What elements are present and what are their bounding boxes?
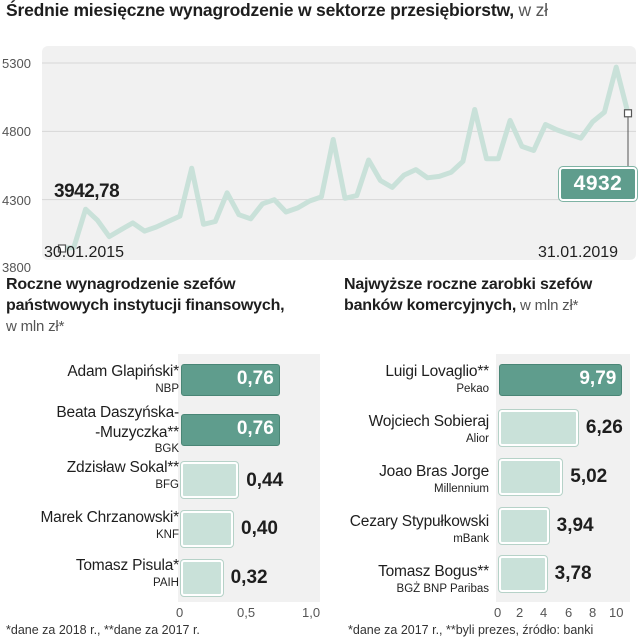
right-x-tick: 4 xyxy=(540,605,548,620)
left-bar xyxy=(181,560,223,596)
left-panel-title: Roczne wynagrodzenie szefów państwowych … xyxy=(6,274,285,337)
right-row-org: Alior xyxy=(465,433,489,445)
right-x-tick: 0 xyxy=(494,605,502,620)
right-panel-title: Najwyższe roczne zarobki szefów banków k… xyxy=(344,274,592,316)
chart-title: Średnie miesięczne wynagrodzenie w sekto… xyxy=(6,0,548,21)
right-bar xyxy=(499,364,623,396)
left-bar xyxy=(181,511,233,547)
left-bar-value: 0,44 xyxy=(246,470,284,491)
left-bar-value: 0,76 xyxy=(236,418,274,439)
left-x-tick: 1,0 xyxy=(302,605,321,620)
left-title-line1: Roczne wynagrodzenie szefów xyxy=(6,276,236,293)
line-chart-panel xyxy=(42,46,636,260)
right-bar-value: 5,02 xyxy=(570,466,608,487)
right-x-tick: 6 xyxy=(565,605,573,620)
right-row-name: Cezary Stypułkowski xyxy=(349,513,489,530)
right-bar xyxy=(499,410,578,446)
left-footnote: *dane za 2018 r., **dane za 2017 r. xyxy=(6,623,200,637)
right-row-org: Millennium xyxy=(434,483,489,495)
right-bar-value: 6,26 xyxy=(585,417,623,438)
left-row-name: Tomasz Pisula* xyxy=(75,557,179,574)
right-row-name: Luigi Lovaglio** xyxy=(385,363,489,380)
right-row-org: BGŻ BNP Paribas xyxy=(396,583,489,595)
right-row-org: mBank xyxy=(453,533,489,545)
left-row-name-cont: -Muzyczka** xyxy=(95,424,179,441)
chart-title-text: Średnie miesięczne wynagrodzenie w sekto… xyxy=(6,0,514,20)
left-bar xyxy=(181,364,280,396)
end-date-label: 31.01.2019 xyxy=(538,244,619,261)
right-title-line2: banków komercyjnych, xyxy=(344,297,517,314)
y-tick-label: 4300 xyxy=(2,193,31,208)
left-bar xyxy=(181,414,280,446)
y-tick-label: 5300 xyxy=(2,56,31,71)
right-x-tick: 2 xyxy=(516,605,524,620)
left-row-org: BGK xyxy=(154,443,179,455)
right-row-name: Joao Bras Jorge xyxy=(379,463,489,480)
left-row-org: NBP xyxy=(155,383,179,395)
chart-title-unit: w zł xyxy=(513,0,549,20)
right-bar xyxy=(499,459,563,495)
right-title-unit: w mln zł* xyxy=(516,297,579,314)
start-value-label: 3942,78 xyxy=(54,181,120,202)
right-bar xyxy=(499,556,547,592)
right-x-tick: 8 xyxy=(589,605,597,620)
left-bar-value: 0,32 xyxy=(230,567,268,588)
right-bar-value: 9,79 xyxy=(579,368,617,389)
left-row-name: Zdzisław Sokal** xyxy=(66,459,179,476)
left-x-tick: 0,5 xyxy=(237,605,256,620)
right-x-tick: 10 xyxy=(609,605,624,620)
left-bar xyxy=(181,462,239,498)
y-tick-label: 3800 xyxy=(2,260,31,275)
left-row-name: Beata Daszyńska- xyxy=(56,404,179,421)
right-row-org: Pekao xyxy=(456,383,489,395)
y-tick-label: 4800 xyxy=(2,124,31,139)
end-value-badge: 4932 xyxy=(559,167,637,201)
left-bar-value: 0,76 xyxy=(236,368,274,389)
left-row-org: KNF xyxy=(156,529,179,541)
left-row-name: Adam Glapiński* xyxy=(67,363,179,380)
left-row-org: BFG xyxy=(155,479,179,491)
left-x-tick: 0 xyxy=(176,605,184,620)
right-bar xyxy=(499,508,549,544)
right-footnote: *dane za 2017 r., **byli prezes, źródło:… xyxy=(348,623,594,637)
left-title-unit: w mln zł* xyxy=(6,318,65,335)
right-row-name: Wojciech Sobieraj xyxy=(368,413,490,430)
right-row-name: Tomasz Bogus** xyxy=(378,563,489,580)
left-row-org: PAIH xyxy=(153,577,179,589)
start-date-label: 30.01.2015 xyxy=(44,244,125,261)
right-title-line1: Najwyższe roczne zarobki szefów xyxy=(344,276,593,293)
left-row-name: Marek Chrzanowski* xyxy=(40,509,179,526)
left-bar-value: 0,40 xyxy=(241,518,278,539)
right-bar-value: 3,94 xyxy=(556,515,594,536)
left-title-line2: państwowych instytucji finansowych, xyxy=(6,297,285,314)
right-bar-value: 3,78 xyxy=(554,563,592,584)
